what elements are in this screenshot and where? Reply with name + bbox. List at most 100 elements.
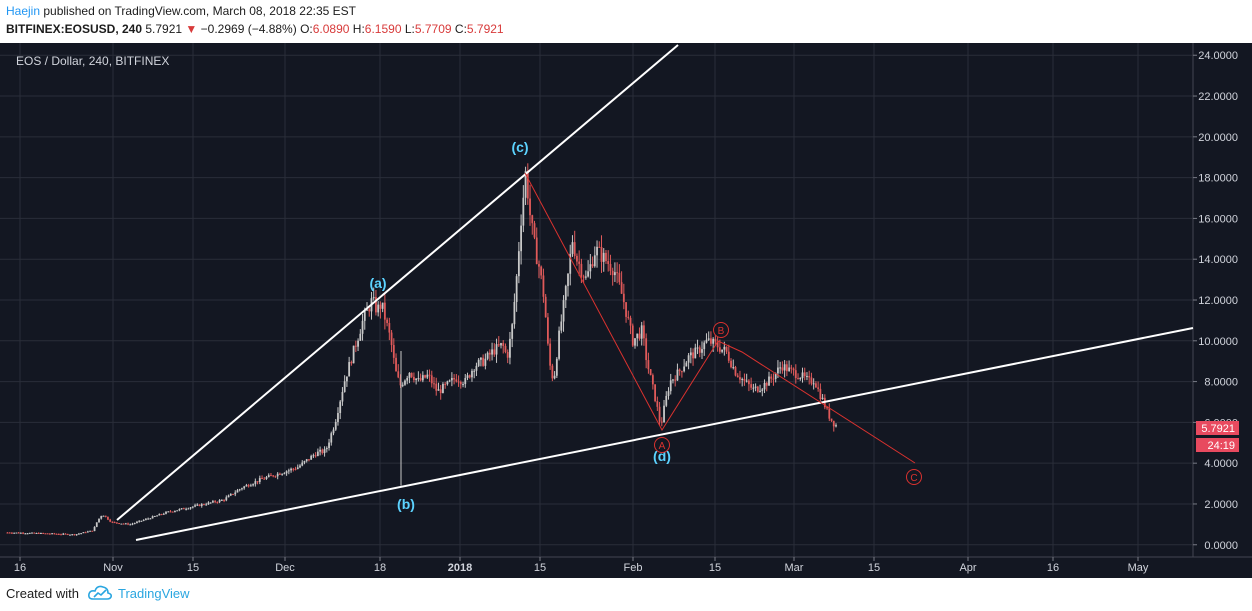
y-tick-label: 2.0000 bbox=[1204, 499, 1238, 511]
candle-body bbox=[750, 384, 753, 388]
candle-body bbox=[814, 383, 817, 388]
publish-info: Haejin published on TradingView.com, Mar… bbox=[6, 4, 356, 18]
x-tick-label: 15 bbox=[534, 562, 546, 574]
candle-body bbox=[678, 369, 681, 372]
candle-body bbox=[187, 508, 190, 510]
low-label: L: bbox=[404, 22, 415, 36]
candle-body bbox=[80, 533, 83, 535]
candle-body bbox=[305, 459, 308, 462]
candle-body bbox=[410, 372, 413, 377]
candle-body bbox=[22, 532, 24, 534]
candle-body bbox=[631, 325, 634, 346]
chart-footer: Created with TradingView bbox=[0, 578, 1252, 611]
candle-body bbox=[100, 516, 103, 519]
candle-body bbox=[672, 379, 674, 381]
candle-body bbox=[64, 533, 67, 535]
candle-body bbox=[62, 533, 65, 535]
candle-body bbox=[408, 372, 411, 378]
published-text: published on TradingView.com, March 08, … bbox=[40, 4, 357, 18]
candle-body bbox=[209, 502, 212, 504]
candle-body bbox=[544, 296, 547, 318]
candle-body bbox=[723, 346, 726, 350]
candle-body bbox=[95, 522, 98, 527]
candle-body bbox=[238, 489, 241, 491]
candle-body bbox=[205, 504, 208, 506]
candle-body bbox=[647, 360, 650, 370]
candle-body bbox=[618, 272, 621, 283]
candle-body bbox=[430, 375, 433, 384]
abc-wave-path[interactable] bbox=[524, 172, 916, 464]
candle-body bbox=[129, 524, 132, 526]
candle-body bbox=[596, 246, 598, 256]
candle-body bbox=[218, 500, 221, 503]
tradingview-link[interactable]: TradingView bbox=[118, 586, 190, 601]
candle-body bbox=[663, 405, 665, 423]
candle-body bbox=[522, 197, 525, 226]
candle-body bbox=[707, 338, 710, 340]
candle-body bbox=[660, 421, 663, 423]
time-axis[interactable]: 16 Nov 15 Dec 18 2018 15 Feb 15 Mar 15 Apr 16 May bbox=[14, 557, 1149, 574]
upper-trendline[interactable] bbox=[116, 44, 679, 521]
candle-body bbox=[256, 481, 259, 483]
candle-body bbox=[531, 215, 534, 224]
candle-body bbox=[312, 455, 315, 457]
candle-body bbox=[835, 425, 837, 427]
y-tick-label: 10.0000 bbox=[1198, 336, 1238, 348]
candle-body bbox=[830, 418, 833, 421]
x-tick-label: 2018 bbox=[448, 562, 472, 574]
candle-body bbox=[669, 380, 672, 392]
candle-body bbox=[124, 523, 127, 525]
price-chart[interactable]: (a) (b) (c) (d) A B C EOS / Dollar, 240,… bbox=[0, 43, 1252, 578]
candle-body bbox=[341, 391, 344, 402]
candle-body bbox=[736, 375, 739, 378]
wave-label-c: (c) bbox=[511, 139, 528, 155]
candle-body bbox=[19, 532, 22, 534]
candle-body bbox=[502, 343, 505, 346]
candle-body bbox=[645, 338, 648, 361]
candle-body bbox=[555, 358, 558, 376]
candle-body bbox=[714, 338, 717, 342]
candle-body bbox=[214, 501, 217, 503]
candle-body bbox=[26, 533, 29, 535]
candle-body bbox=[643, 325, 645, 339]
author-link[interactable]: Haejin bbox=[6, 4, 41, 18]
candle-body bbox=[542, 275, 545, 297]
candle-body bbox=[734, 367, 737, 376]
candle-body bbox=[232, 493, 234, 495]
candle-body bbox=[790, 367, 793, 369]
candle-body bbox=[78, 533, 80, 535]
y-tick-label: 24.0000 bbox=[1198, 50, 1238, 62]
high-label: H: bbox=[352, 22, 365, 36]
candle-body bbox=[352, 345, 355, 364]
candle-body bbox=[752, 387, 755, 389]
candle-body bbox=[372, 297, 375, 299]
x-tick-label: 15 bbox=[187, 562, 199, 574]
candle-body bbox=[102, 515, 105, 517]
tradingview-cloud-icon[interactable] bbox=[88, 584, 112, 602]
candle-body bbox=[616, 272, 619, 274]
candle-body bbox=[263, 478, 266, 480]
candle-body bbox=[712, 338, 715, 344]
candle-body bbox=[334, 421, 337, 430]
candle-body bbox=[361, 320, 364, 334]
candle-body bbox=[165, 511, 167, 514]
lower-trendline[interactable] bbox=[135, 327, 1194, 541]
candle-body bbox=[614, 272, 616, 276]
candle-body bbox=[448, 380, 451, 382]
candle-body bbox=[296, 467, 299, 470]
candle-body bbox=[515, 276, 518, 302]
candle-body bbox=[696, 347, 699, 349]
candle-body bbox=[216, 502, 219, 504]
x-tick-label: 15 bbox=[868, 562, 880, 574]
price-axis[interactable]: 0.00002.00004.00006.00008.000010.000012.… bbox=[1193, 50, 1238, 552]
candle-body bbox=[413, 376, 415, 381]
y-tick-label: 12.0000 bbox=[1198, 295, 1238, 307]
candle-body bbox=[8, 532, 11, 534]
candle-body bbox=[826, 407, 828, 409]
candle-body bbox=[580, 263, 583, 277]
wave-lines bbox=[524, 172, 916, 464]
candle-body bbox=[571, 242, 574, 254]
candle-body bbox=[247, 485, 250, 487]
candle-body bbox=[386, 319, 389, 323]
candle-body bbox=[533, 223, 536, 238]
